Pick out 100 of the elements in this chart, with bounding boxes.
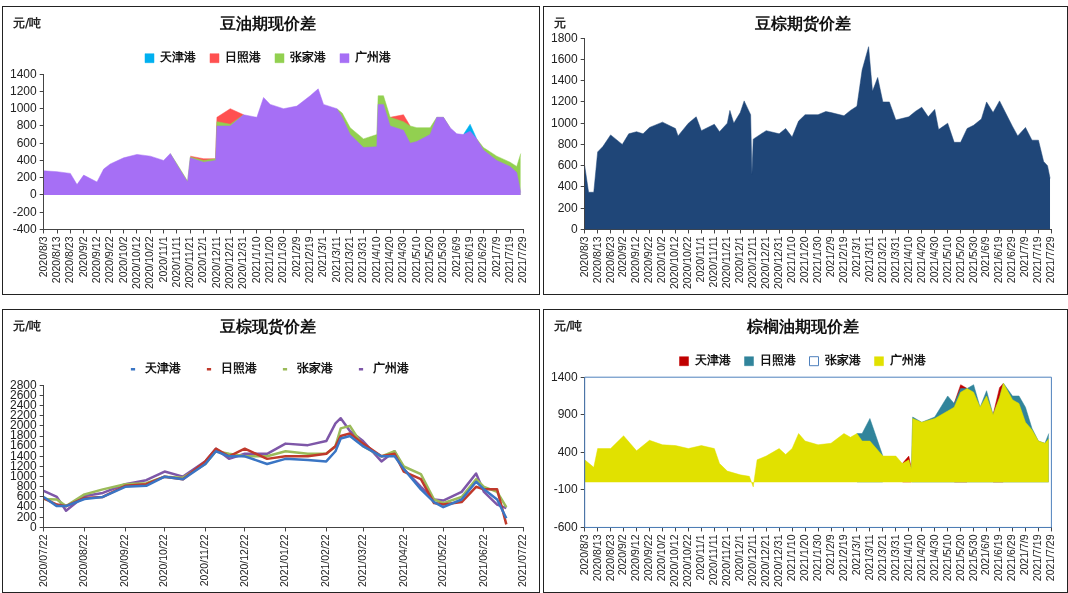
x-tick-label: 2021/3/31 [888, 534, 901, 582]
x-tick-label: 2021/5/20 [953, 236, 966, 284]
x-tick-label: 2021/6/9 [979, 534, 992, 576]
y-tick-label: 1000 [550, 115, 579, 130]
x-tick-label: 2021/2/9 [289, 236, 302, 278]
x-tick-label: 2021/1/30 [810, 534, 823, 582]
x-tick-label: 2021/4/10 [369, 236, 382, 284]
x-tick-label: 2021/4/30 [927, 236, 940, 284]
x-tick-label: 2020/12/11 [746, 236, 759, 289]
legend-label: 广州港 [354, 50, 392, 65]
x-tick-label: 2021/2/19 [836, 236, 849, 284]
x-tick-label: 2021/6/19 [992, 236, 1005, 284]
y-tick-label: -100 [553, 482, 579, 497]
x-tick-label: 2020/8/3 [36, 236, 49, 278]
x-tick-label: 2021/4/10 [901, 534, 914, 582]
x-tick-label: 2020/12/31 [772, 534, 785, 588]
legend-label: 天津港 [144, 361, 182, 376]
x-tick-label: 2021/2/19 [303, 236, 316, 284]
y-tick-label: 1800 [550, 30, 579, 45]
y-axis-title: 元/吨 [13, 15, 42, 32]
y-tick-label: 800 [16, 118, 38, 133]
x-tick-label: 2020/10/22 [681, 534, 694, 588]
legend-label: 广州港 [372, 361, 410, 376]
x-tick-label: 2020/9/12 [89, 236, 102, 284]
x-tick-label: 2020/12/21 [759, 236, 772, 290]
y-tick-label: 400 [16, 152, 38, 167]
y-tick-label: 900 [557, 407, 579, 422]
x-tick-label: 2021/3/1 [849, 236, 862, 278]
chart-title: 豆油期现价差 [219, 13, 316, 33]
x-tick-label: 2020/11/1 [694, 534, 707, 581]
y-tick-label: 1200 [9, 83, 38, 98]
x-tick-label: 2021/5/20 [423, 236, 436, 284]
x-tick-label: 2021/5/10 [940, 236, 953, 284]
x-tick-label: 2021/3/21 [875, 534, 888, 582]
x-tick-label: 2021/4/20 [914, 236, 927, 284]
x-tick-label: 2021/6/29 [1005, 236, 1018, 284]
x-tick-label: 2021/1/20 [797, 534, 810, 582]
x-tick-label: 2021/3/1 [849, 534, 862, 576]
x-tick-label: 2020/10/22 [143, 236, 156, 290]
x-tick-label: 2021/01/22 [278, 534, 291, 588]
x-tick-label: 2021/05/22 [436, 534, 449, 588]
x-tick-label: 2020/08/22 [77, 534, 90, 588]
x-tick-label: 2020/11/1 [694, 236, 707, 283]
x-tick-label: 2020/12/11 [746, 534, 759, 587]
x-tick-label: 2021/6/19 [992, 534, 1005, 582]
x-tick-label: 2020/9/12 [629, 236, 642, 284]
x-tick-label: 2021/04/22 [396, 534, 409, 588]
x-tick-label: 2020/8/13 [590, 534, 603, 582]
y-tick-label: -400 [12, 221, 38, 236]
x-tick-label: 2020/10/12 [129, 236, 142, 290]
y-tick-label: 1600 [550, 51, 579, 66]
x-tick-label: 2021/2/9 [823, 236, 836, 278]
x-tick-label: 2020/11/22 [198, 534, 211, 587]
x-tick-label: 2021/3/31 [888, 236, 901, 284]
y-tick-label: -200 [12, 204, 38, 219]
y-tick-label: 1000 [9, 101, 38, 116]
y-tick-label: 400 [557, 179, 579, 194]
x-tick-label: 2021/02/22 [319, 534, 332, 588]
x-tick-label: 2021/3/21 [343, 236, 356, 284]
x-tick-label: 2021/7/29 [1044, 534, 1057, 582]
y-tick-label: 1400 [550, 73, 579, 88]
x-tick-label: 2021/4/30 [396, 236, 409, 284]
x-tick-label: 2020/10/12 [668, 236, 681, 290]
x-tick-label: 2020/11/1 [156, 236, 169, 283]
x-tick-label: 2021/3/21 [875, 236, 888, 284]
y-axis-title: 元 [554, 15, 566, 32]
x-tick-label: 2020/9/22 [642, 534, 655, 582]
x-tick-label: 2021/2/19 [836, 534, 849, 582]
x-tick-label: 2021/4/10 [901, 236, 914, 284]
y-tick-label: 1400 [550, 369, 579, 384]
x-tick-label: 2020/12/1 [196, 236, 209, 284]
x-tick-label: 2020/11/11 [169, 236, 182, 288]
x-tick-label: 2021/6/29 [476, 236, 489, 284]
x-tick-label: 2020/8/3 [577, 236, 590, 278]
x-tick-label: 2020/8/23 [603, 534, 616, 582]
x-tick-label: 2020/9/2 [76, 236, 89, 278]
x-tick-label: 2020/12/31 [236, 236, 249, 290]
x-tick-label: 2021/3/11 [862, 534, 875, 581]
x-tick-label: 2020/10/2 [655, 534, 668, 582]
x-tick-label: 2021/1/10 [785, 236, 798, 284]
y-tick-label: 600 [16, 135, 38, 150]
x-tick-label: 2021/2/9 [823, 534, 836, 576]
x-tick-label: 2020/9/2 [616, 534, 629, 576]
x-tick-label: 2021/1/30 [810, 236, 823, 284]
legend-label: 广州港 [888, 353, 927, 368]
x-tick-label: 2020/8/23 [63, 236, 76, 284]
x-tick-label: 2020/8/23 [603, 236, 616, 284]
x-tick-label: 2020/10/2 [655, 236, 668, 284]
x-tick-label: 2021/7/9 [489, 236, 502, 278]
y-tick-label: 200 [16, 170, 38, 185]
x-tick-label: 2021/4/20 [914, 534, 927, 582]
x-tick-label: 2020/12/22 [237, 534, 250, 588]
x-tick-label: 2020/11/21 [720, 534, 733, 587]
x-tick-label: 2021/7/29 [516, 236, 529, 284]
x-tick-label: 2021/7/9 [1018, 534, 1031, 576]
x-tick-label: 2021/6/9 [979, 236, 992, 278]
y-tick-label: 800 [557, 136, 579, 151]
x-tick-label: 2020/8/3 [577, 534, 590, 576]
x-tick-label: 2021/7/9 [1018, 236, 1031, 278]
legend-label: 日照港 [225, 50, 262, 65]
